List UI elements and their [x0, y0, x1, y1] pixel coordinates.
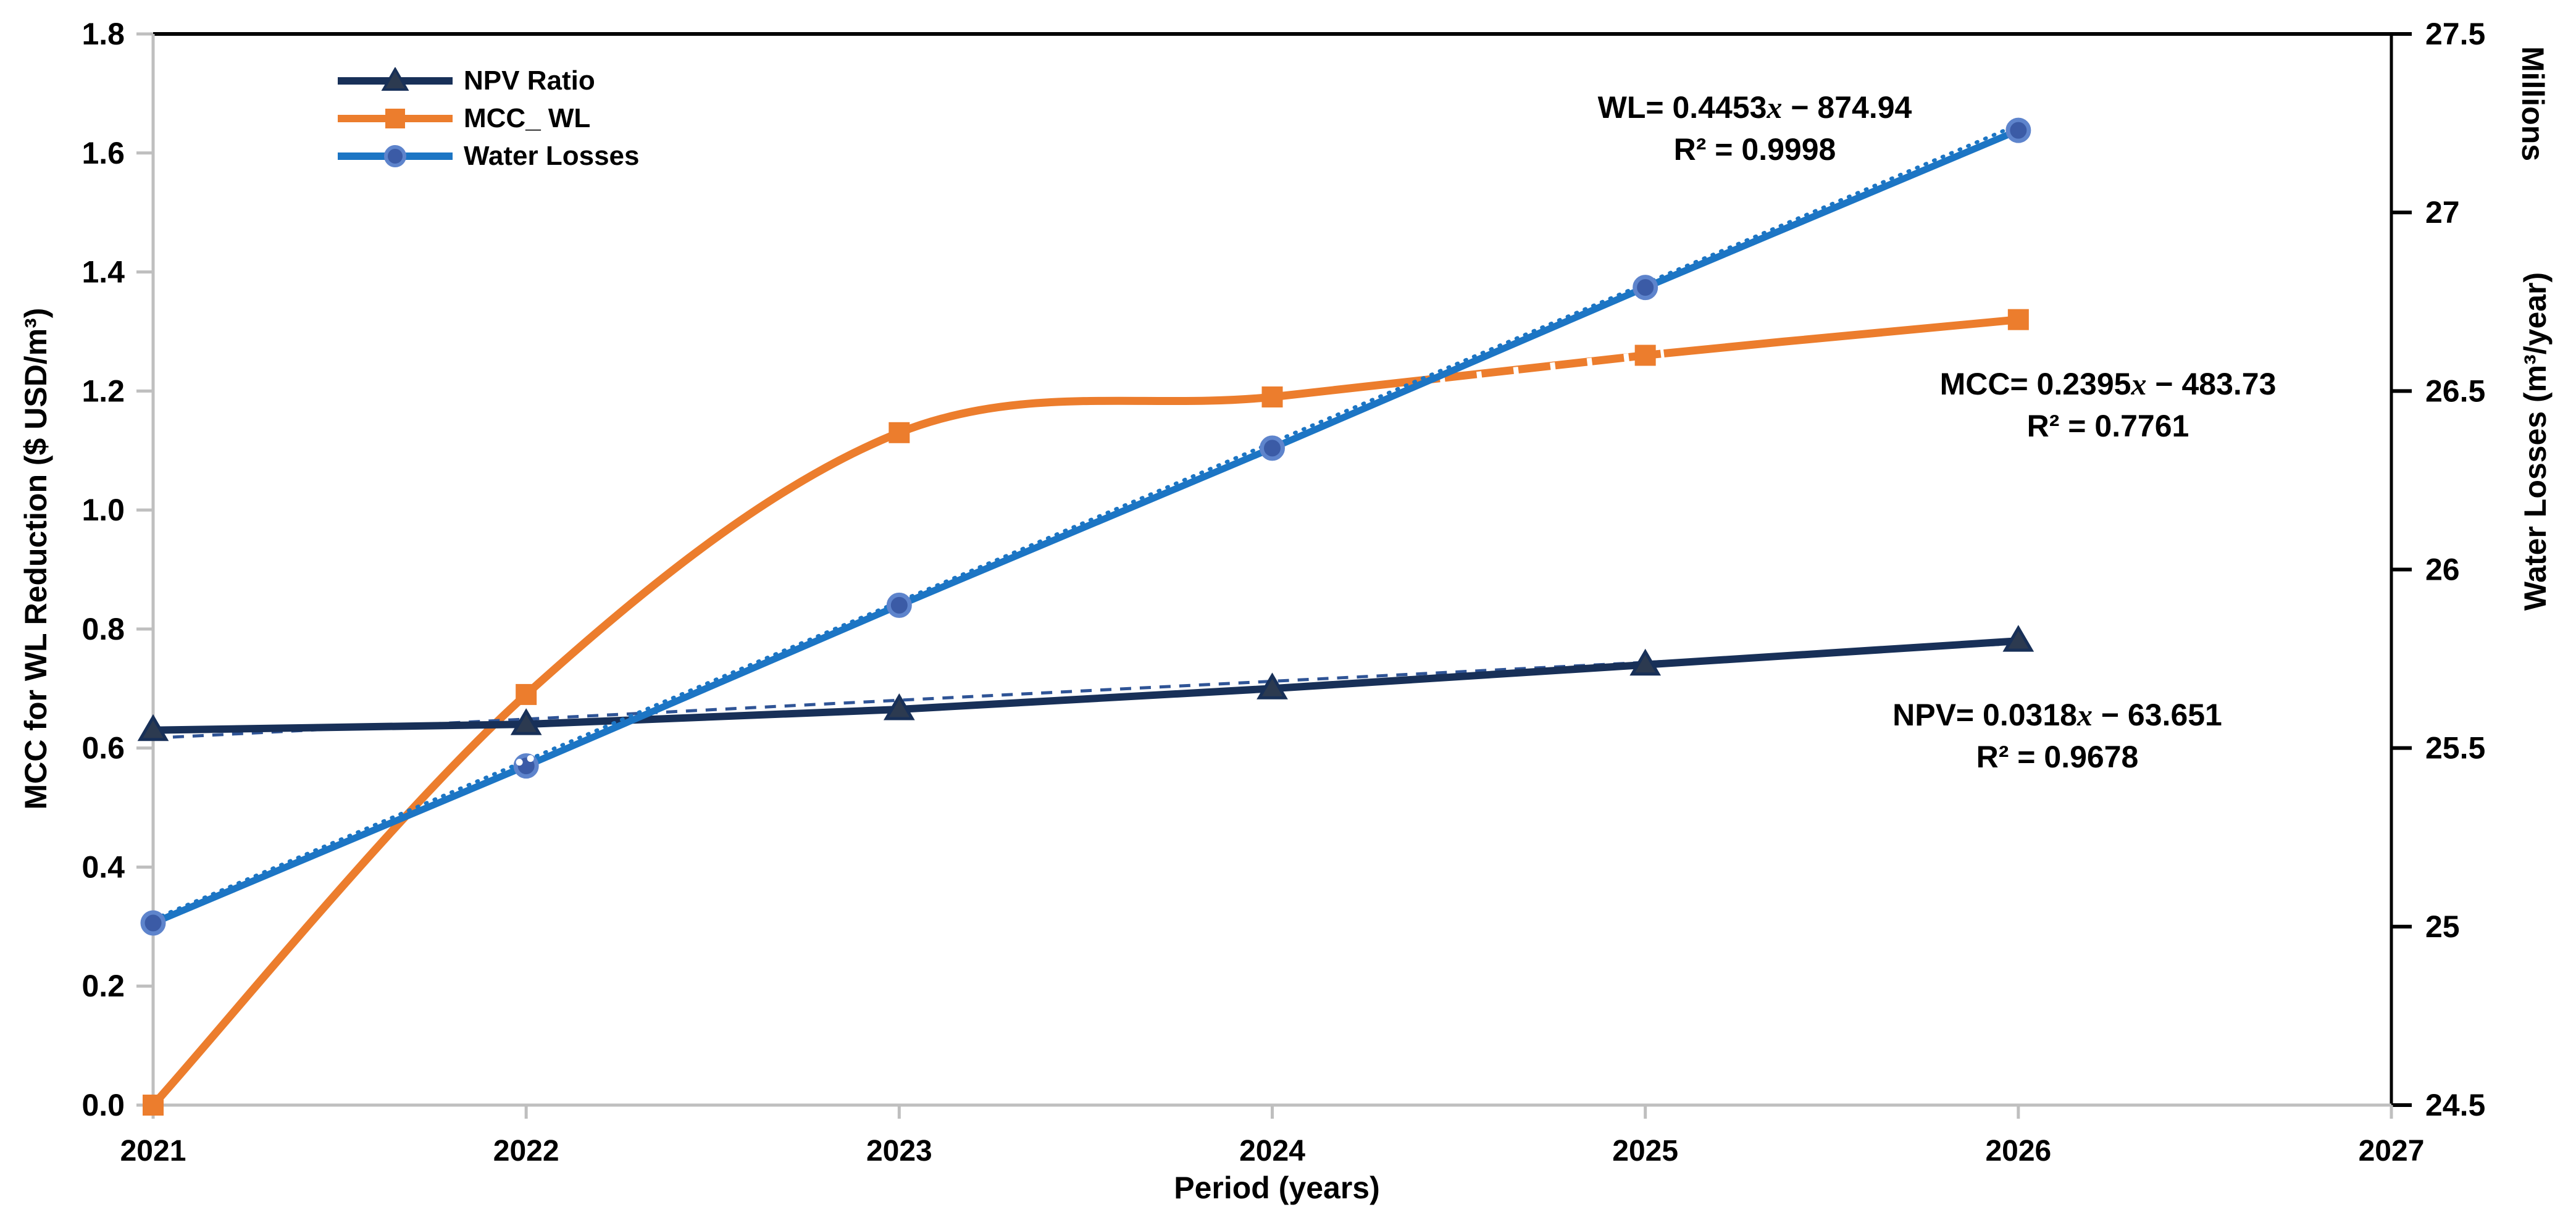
npv-marker	[1257, 672, 1288, 699]
right-axis-tick-label: 24.5	[2425, 1088, 2485, 1122]
x-axis-tick-label: 2022	[493, 1135, 559, 1167]
left-axis-tick-label: 1.2	[82, 374, 125, 408]
npv-equation-line: NPV= 0.0318x − 63.651	[1892, 698, 2222, 732]
legend-item-npv-ratio: NPV Ratio	[337, 62, 639, 99]
left-axis-tick-label: 0.2	[82, 969, 125, 1003]
npv-marker	[510, 708, 542, 735]
x-axis-tick-label: 2023	[866, 1135, 932, 1167]
right-axis-tick-label: 26.5	[2425, 374, 2485, 408]
mcc-marker	[889, 422, 910, 443]
npv-marker	[137, 714, 169, 741]
wl-trendline-equation: WL= 0.4453x − 874.94 R² = 0.9998	[1598, 86, 1912, 170]
mcc-trendline-equation: MCC= 0.2395x − 483.73 R² = 0.7761	[1940, 363, 2277, 447]
left-axis-tick-label: 0.8	[82, 612, 125, 646]
npv-trendline	[153, 641, 2018, 740]
legend-label: NPV Ratio	[464, 65, 595, 96]
mcc-marker	[2007, 309, 2029, 330]
left-axis-tick-label: 0.4	[82, 850, 125, 884]
legend-label: MCC_ WL	[464, 102, 591, 133]
mcc-equation-line: MCC= 0.2395x − 483.73	[1939, 367, 2277, 401]
x-axis-tick-label: 2021	[120, 1135, 186, 1167]
trendline-gap-dot	[516, 759, 523, 766]
mcc-series-marker-icon	[338, 108, 453, 128]
water-losses-marker	[1633, 275, 1658, 301]
x-axis-tick-label: 2026	[1985, 1135, 2051, 1167]
npv-ratio-line	[153, 637, 2019, 734]
water-losses-marker	[886, 592, 912, 618]
npv-series-marker-icon	[338, 67, 453, 91]
x-axis-title: Period (years)	[1174, 1171, 1380, 1205]
left-axis-tick-label: 1.0	[82, 493, 125, 527]
x-axis-tick-label: 2025	[1612, 1135, 1678, 1167]
wl-equation-r2: R² = 0.9998	[1673, 132, 1836, 167]
legend-item-water-losses: Water Losses	[337, 137, 639, 175]
right-axis-title: Water Losses (m³/year)	[2518, 272, 2553, 611]
right-axis-tick-label: 25.5	[2425, 731, 2485, 766]
water-losses-marker	[2005, 117, 2031, 143]
right-axis-units-label: Millions	[2515, 46, 2550, 162]
right-axis-tick-label: 26	[2425, 553, 2460, 587]
wl-equation-line: WL= 0.4453x − 874.94	[1597, 90, 1912, 125]
legend-label: Water Losses	[464, 140, 640, 171]
mcc-trendline-fragment	[1439, 349, 1665, 386]
npv-trendline-equation: NPV= 0.0318x − 63.651 R² = 0.9678	[1892, 694, 2222, 778]
trendline-gap-dot	[527, 755, 534, 762]
right-axis-tick-label: 27.5	[2425, 17, 2485, 51]
left-axis-tick-label: 0.0	[82, 1088, 125, 1122]
mcc-marker	[1261, 386, 1283, 407]
water-losses-marker	[140, 910, 166, 936]
water-losses-series-marker-icon	[338, 144, 453, 167]
left-axis-tick-label: 1.8	[82, 17, 125, 51]
mcc-marker	[516, 683, 537, 705]
mcc-wl-line	[150, 315, 2019, 1108]
npv-marker	[2002, 625, 2034, 652]
water-losses-trendline	[151, 122, 2020, 922]
mcc-marker	[1634, 344, 1656, 366]
legend-item-mcc-wl: MCC_ WL	[337, 99, 639, 137]
left-axis-tick-label: 1.6	[82, 136, 125, 170]
right-axis-tick-label: 25	[2425, 909, 2460, 944]
left-axis-tick-label: 0.6	[82, 731, 125, 766]
npv-equation-r2: R² = 0.9678	[1976, 740, 2139, 774]
water-losses-marker	[1260, 435, 1285, 461]
npv-marker	[1629, 648, 1662, 676]
x-axis-tick-label: 2024	[1239, 1135, 1305, 1167]
mcc-equation-r2: R² = 0.7761	[2026, 409, 2189, 443]
water-losses-line	[151, 127, 2020, 927]
legend: NPV Ratio MCC_ WL Water Losses	[337, 62, 639, 175]
left-axis-title: MCC for WL Reduction ($ USD/m³)	[19, 307, 53, 810]
left-axis-tick-label: 1.4	[82, 255, 125, 290]
x-axis-tick-label: 2027	[2359, 1135, 2425, 1167]
npv-marker	[883, 693, 915, 720]
mcc-marker	[143, 1095, 164, 1116]
right-axis-tick-label: 27	[2425, 195, 2460, 230]
